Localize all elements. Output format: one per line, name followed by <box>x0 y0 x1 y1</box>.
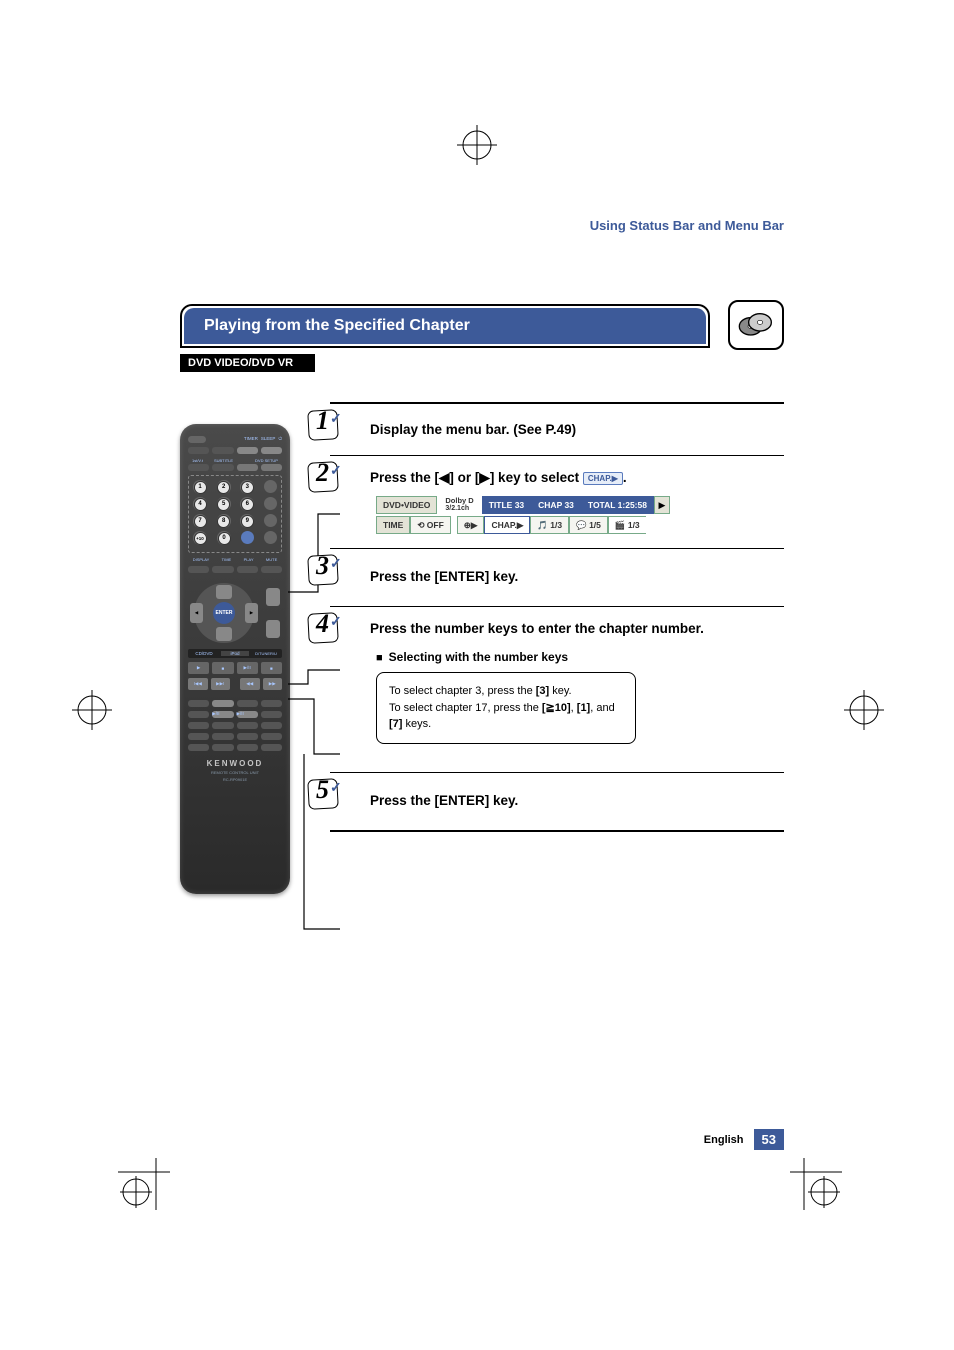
status-bar-diagram: DVD•VIDEO Dolby D 3/2.1ch TITLE 33 CHAP … <box>376 496 784 534</box>
chapter-title-box: Playing from the Specified Chapter <box>180 304 710 348</box>
disc-icon <box>728 300 784 350</box>
step-number-badge: 2 ✓ <box>308 462 346 500</box>
step-4-subheading: ■Selecting with the number keys <box>376 650 784 664</box>
remote-enter-button: ENTER <box>213 602 235 624</box>
step-number-badge: 3 ✓ <box>308 555 346 593</box>
page-number: 53 <box>754 1129 784 1150</box>
remote-illustration: TIMER SLEEP ⏻ 1st/V.tSUBTITLEDVD SETUP 1… <box>180 424 310 894</box>
step-3-title: Press the [ENTER] key. <box>370 569 784 584</box>
crop-mark-right <box>844 690 884 730</box>
number-keys-note: To select chapter 3, press the [3] key. … <box>376 672 636 744</box>
step-4-title: Press the number keys to enter the chapt… <box>370 621 784 636</box>
section-header: Using Status Bar and Menu Bar <box>590 218 784 233</box>
step-number-badge: 1 ✓ <box>308 410 346 448</box>
language-label: English <box>704 1134 744 1146</box>
step-3: 3 ✓ Press the [ENTER] key. <box>330 549 784 607</box>
chapter-title: Playing from the Specified Chapter <box>184 308 706 344</box>
step-5-title: Press the [ENTER] key. <box>370 793 784 808</box>
step-number-badge: 4 ✓ <box>308 613 346 651</box>
remote-numpad: 1 2 3 4 5 6 7 8 9 <box>188 475 282 553</box>
crop-mark-bottom-left <box>118 1158 170 1210</box>
remote-dpad: ◀ ▶ ENTER <box>194 583 254 643</box>
step-1-title: Display the menu bar. (See P.49) <box>370 422 784 437</box>
chap-badge-icon: CHAP.▶ <box>583 472 623 485</box>
step-5: 5 ✓ Press the [ENTER] key. <box>330 773 784 832</box>
step-2: 2 ✓ Press the [◀] or [▶] key to select C… <box>330 456 784 549</box>
crop-mark-bottom-right <box>790 1158 842 1210</box>
crop-mark-top <box>457 125 497 165</box>
step-2-title: Press the [◀] or [▶] key to select CHAP.… <box>370 470 784 486</box>
format-label: DVD VIDEO/DVD VR <box>180 354 315 372</box>
remote-brand-logo: KENWOOD <box>188 759 282 768</box>
crop-mark-left <box>72 690 112 730</box>
page-footer: English 53 <box>704 1129 784 1150</box>
step-1: 1 ✓ Display the menu bar. (See P.49) <box>330 404 784 456</box>
step-4: 4 ✓ Press the number keys to enter the c… <box>330 607 784 773</box>
step-number-badge: 5 ✓ <box>308 779 346 817</box>
